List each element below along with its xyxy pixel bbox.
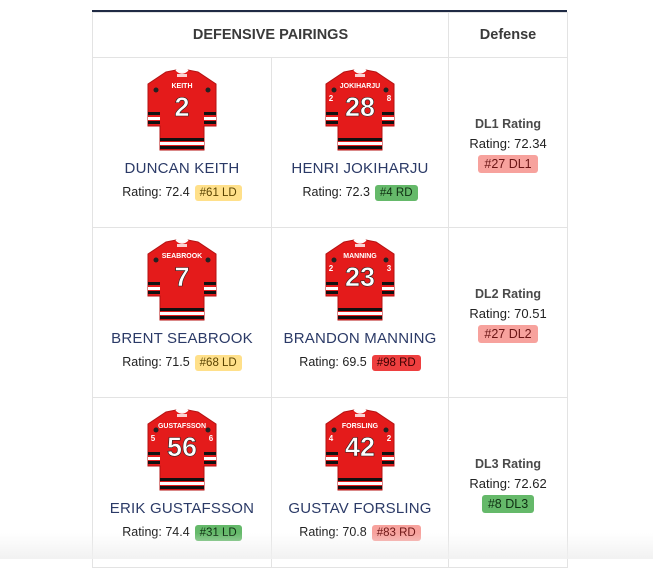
player-cell-left: KEITH 2 DUNCAN KEITH Rating: 72.4 #61 LD — [93, 58, 272, 228]
player-name-link[interactable]: HENRI JOKIHARJU — [272, 160, 448, 177]
sleeve-number: 5 — [151, 434, 156, 443]
pairings-header: DEFENSIVE PAIRINGS — [93, 13, 449, 58]
jersey-icon: MANNING 23 2 3 — [324, 238, 396, 322]
player-name-link[interactable]: DUNCAN KEITH — [93, 160, 271, 177]
player-rating: Rating: 71.5 #68 LD — [93, 355, 271, 371]
player-cell-right: MANNING 23 2 3 BRANDON MANNING Rating: 6… — [272, 228, 449, 398]
pairing-rating-cell: DL2 Rating Rating: 70.51 #27 DL2 — [449, 228, 568, 398]
dl-rank-badge: #8 DL3 — [482, 495, 534, 513]
jersey-number: 7 — [174, 262, 189, 292]
sleeve-number: 2 — [329, 264, 334, 273]
jersey-icon: SEABROOK 7 — [146, 238, 218, 322]
sleeve-number: 8 — [387, 94, 392, 103]
jersey-number: 2 — [174, 92, 189, 122]
rank-badge: #4 RD — [375, 185, 418, 201]
rating-text: Rating: 72.4 — [122, 185, 189, 199]
rating-text: Rating: 71.5 — [122, 355, 189, 369]
dl-rating-value: Rating: 72.34 — [449, 136, 567, 151]
dl-rating-title: DL1 Rating — [449, 117, 567, 131]
dl-rating-value: Rating: 72.62 — [449, 476, 567, 491]
player-rating: Rating: 72.3 #4 RD — [272, 185, 448, 201]
pairing-row: SEABROOK 7 BRENT SEABROOK Rating: 71.5 #6… — [93, 228, 568, 398]
jersey-name: SEABROOK — [162, 253, 202, 260]
sleeve-number: 2 — [387, 434, 392, 443]
pairing-rating-cell: DL1 Rating Rating: 72.34 #27 DL1 — [449, 58, 568, 228]
bottom-fade — [0, 533, 653, 559]
jersey-icon: FORSLING 42 4 2 — [324, 408, 396, 492]
jersey-name: KEITH — [172, 83, 193, 90]
player-cell-right: JOKIHARJU 28 2 8 HENRI JOKIHARJU Rating:… — [272, 58, 449, 228]
dl-rank-badge: #27 DL1 — [478, 155, 537, 173]
dl-rating-value: Rating: 70.51 — [449, 306, 567, 321]
defense-table-container: DEFENSIVE PAIRINGS Defense KEITH 2 DUNCA… — [92, 10, 567, 568]
rating-text: Rating: 72.3 — [302, 185, 369, 199]
jersey-number: 28 — [345, 92, 375, 122]
player-cell-left: SEABROOK 7 BRENT SEABROOK Rating: 71.5 #6… — [93, 228, 272, 398]
sleeve-number: 3 — [387, 264, 392, 273]
player-name-link[interactable]: GUSTAV FORSLING — [272, 500, 448, 517]
jersey-name: GUSTAFSSON — [158, 423, 206, 430]
table-header-row: DEFENSIVE PAIRINGS Defense — [93, 13, 568, 58]
sleeve-number: 2 — [329, 94, 334, 103]
dl-rating-title: DL3 Rating — [449, 457, 567, 471]
jersey-name: FORSLING — [342, 423, 379, 430]
dl-rank-badge: #27 DL2 — [478, 325, 537, 343]
player-name-link[interactable]: ERIK GUSTAFSSON — [93, 500, 271, 517]
pairing-row: KEITH 2 DUNCAN KEITH Rating: 72.4#61 LD … — [93, 58, 568, 228]
dl-rating-title: DL2 Rating — [449, 287, 567, 301]
rank-badge: #68 LD — [195, 355, 242, 371]
jersey-number: 42 — [345, 432, 375, 462]
player-rating: Rating: 69.5 #98 RD — [272, 355, 448, 371]
jersey-number: 23 — [345, 262, 375, 292]
jersey-icon: GUSTAFSSON 56 5 6 — [146, 408, 218, 492]
defensive-pairings-table: DEFENSIVE PAIRINGS Defense KEITH 2 DUNCA… — [92, 12, 568, 568]
jersey-icon: KEITH 2 — [146, 68, 218, 152]
jersey-icon: JOKIHARJU 28 2 8 — [324, 68, 396, 152]
player-name-link[interactable]: BRENT SEABROOK — [93, 330, 271, 347]
defense-header: Defense — [449, 13, 568, 58]
jersey-name: JOKIHARJU — [340, 83, 380, 90]
jersey-name: MANNING — [343, 253, 377, 260]
player-rating: Rating: 72.4 #61 LD — [93, 185, 271, 201]
rank-badge: #61 LD — [195, 185, 242, 201]
sleeve-number: 6 — [209, 434, 214, 443]
rank-badge: #98 RD — [372, 355, 421, 371]
sleeve-number: 4 — [329, 434, 334, 443]
jersey-number: 56 — [167, 432, 197, 462]
rating-text: Rating: 69.5 — [299, 355, 366, 369]
player-name-link[interactable]: BRANDON MANNING — [272, 330, 448, 347]
